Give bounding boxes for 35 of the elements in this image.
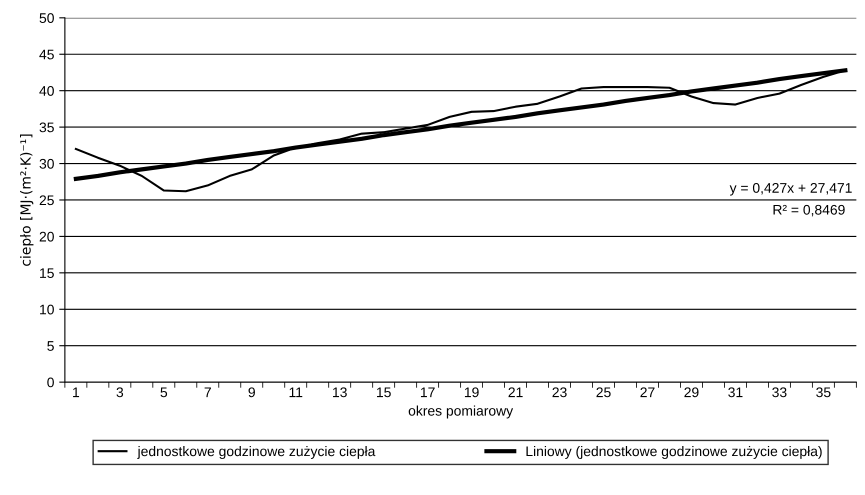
y-tick-label: 10: [40, 304, 54, 314]
y-axis-title: ciepło [MJ·(m²·K)⁻¹]: [20, 134, 34, 266]
y-tick-label: 15: [40, 268, 54, 278]
y-tick-label: 20: [40, 232, 54, 242]
x-tick-label: 23: [552, 387, 567, 398]
x-axis-title: okres pomiarowy: [408, 406, 514, 418]
y-tick-label: 25: [40, 195, 54, 206]
x-tick-label: 33: [772, 387, 787, 398]
x-tick-label: 15: [377, 388, 391, 398]
y-tick-label: 0: [47, 377, 54, 388]
x-tick-label: 17: [420, 388, 435, 398]
y-tick-label: 30: [40, 158, 54, 169]
y-tick-label: 5: [47, 341, 54, 351]
y-tick-label: 40: [39, 86, 54, 96]
x-tick-label: 3: [116, 387, 124, 398]
x-tick-label: 27: [640, 387, 655, 398]
legend-label: jednostkowe godzinowe zużycie ciepła: [137, 446, 376, 459]
x-tick-label: 19: [464, 387, 479, 398]
x-tick-label: 7: [204, 388, 211, 398]
x-tick-label: 1: [73, 388, 80, 398]
x-tick-label: 13: [333, 387, 347, 398]
annotation: R² = 0,8469: [774, 204, 845, 216]
x-tick-label: 21: [508, 387, 523, 398]
x-tick-label: 25: [596, 387, 611, 398]
x-tick-label: 31: [728, 387, 742, 398]
x-tick-label: 9: [248, 387, 255, 398]
x-tick-label: 5: [160, 388, 168, 398]
x-tick-label: 29: [684, 387, 699, 398]
x-tick-label: 11: [290, 388, 302, 398]
legend-label: Liniowy (jednostkowe godzinowe zużycie ciepła): [526, 446, 822, 459]
annotation: y = 0,427x + 27,471: [730, 182, 852, 196]
y-tick-label: 35: [40, 122, 54, 132]
y-tick-label: 50: [40, 13, 54, 23]
y-tick-label: 45: [39, 50, 54, 60]
x-tick-label: 35: [816, 387, 831, 398]
